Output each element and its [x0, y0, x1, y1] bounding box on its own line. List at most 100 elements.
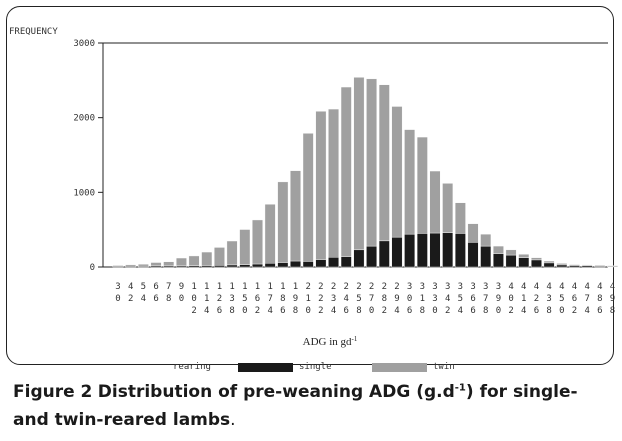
- bar-single-126: [214, 265, 225, 268]
- caption-period: .: [230, 410, 236, 430]
- bar-twin-90: [175, 257, 187, 267]
- bar-twin-498: [607, 265, 618, 267]
- bar-twin-342: [442, 183, 454, 233]
- legend-swatch-single: [238, 363, 293, 372]
- bar-single-102: [188, 265, 200, 268]
- bars: [112, 77, 618, 268]
- bar-single-426: [531, 259, 542, 268]
- bar-single-414: [518, 257, 530, 268]
- bar-single-474: [581, 265, 593, 268]
- bar-single-342: [442, 232, 454, 268]
- bar-single-318: [416, 233, 428, 268]
- bar-twin-462: [569, 264, 580, 266]
- bar-twin-114: [201, 251, 213, 266]
- bar-twin-162: [252, 219, 263, 265]
- figure-frame: [6, 6, 614, 365]
- bar-twin-294: [391, 106, 403, 238]
- bar-twin-402: [505, 249, 517, 256]
- bar-twin-450: [556, 263, 568, 266]
- bar-twin-270: [366, 78, 377, 247]
- bar-twin-30: [112, 265, 124, 267]
- y-axis: 0 1000 2000 3000: [73, 39, 103, 273]
- legend-swatch-twin: [372, 363, 427, 372]
- caption-title: Distribution of pre-weaning ADG (g.d-1) …: [13, 382, 578, 430]
- y-tick-label: 1000: [73, 188, 95, 198]
- bar-single-330: [429, 232, 441, 268]
- bar-single-282: [378, 240, 390, 268]
- bar-single-210: [302, 261, 314, 268]
- bar-twin-150: [239, 229, 251, 265]
- legend: rearing single twin: [173, 362, 455, 372]
- bar-single-378: [480, 245, 492, 268]
- bar-twin-486: [594, 265, 606, 267]
- bar-twin-318: [416, 136, 428, 234]
- bar-single-306: [404, 233, 416, 268]
- bar-twin-42: [125, 264, 137, 267]
- bar-single-390: [493, 253, 504, 268]
- bar-single-186: [277, 262, 289, 268]
- bar-twin-378: [480, 233, 492, 247]
- bar-single-258: [353, 249, 365, 268]
- bar-twin-474: [581, 264, 593, 266]
- bar-single-234: [328, 257, 339, 268]
- bar-twin-426: [531, 257, 542, 261]
- bar-twin-54: [137, 264, 149, 267]
- bar-twin-306: [404, 129, 416, 235]
- bar-single-138: [226, 264, 238, 268]
- bar-twin-282: [378, 84, 390, 242]
- bar-single-246: [340, 256, 352, 268]
- bar-single-354: [454, 233, 466, 268]
- bar-twin-102: [188, 255, 200, 266]
- bar-twin-366: [467, 223, 479, 243]
- bar-twin-246: [340, 86, 352, 257]
- figure-caption: Figure 2 Distribution of pre-weaning ADG…: [13, 378, 613, 434]
- bar-twin-210: [302, 133, 314, 262]
- legend-title: rearing: [173, 362, 211, 372]
- figure-label: Figure 2: [13, 382, 93, 402]
- bar-twin-198: [290, 170, 301, 262]
- y-tick-label: 2000: [73, 114, 95, 124]
- bar-single-450: [556, 264, 568, 268]
- bar-single-162: [252, 263, 263, 268]
- y-axis-title: FREQUENCY: [9, 27, 58, 37]
- bar-single-366: [467, 242, 479, 268]
- bar-single-270: [366, 245, 377, 268]
- bar-twin-174: [264, 204, 276, 264]
- bar-twin-222: [315, 111, 327, 260]
- bar-single-198: [290, 260, 301, 268]
- bar-twin-234: [328, 108, 339, 258]
- bar-twin-354: [454, 202, 466, 234]
- y-tick-label: 0: [90, 263, 95, 273]
